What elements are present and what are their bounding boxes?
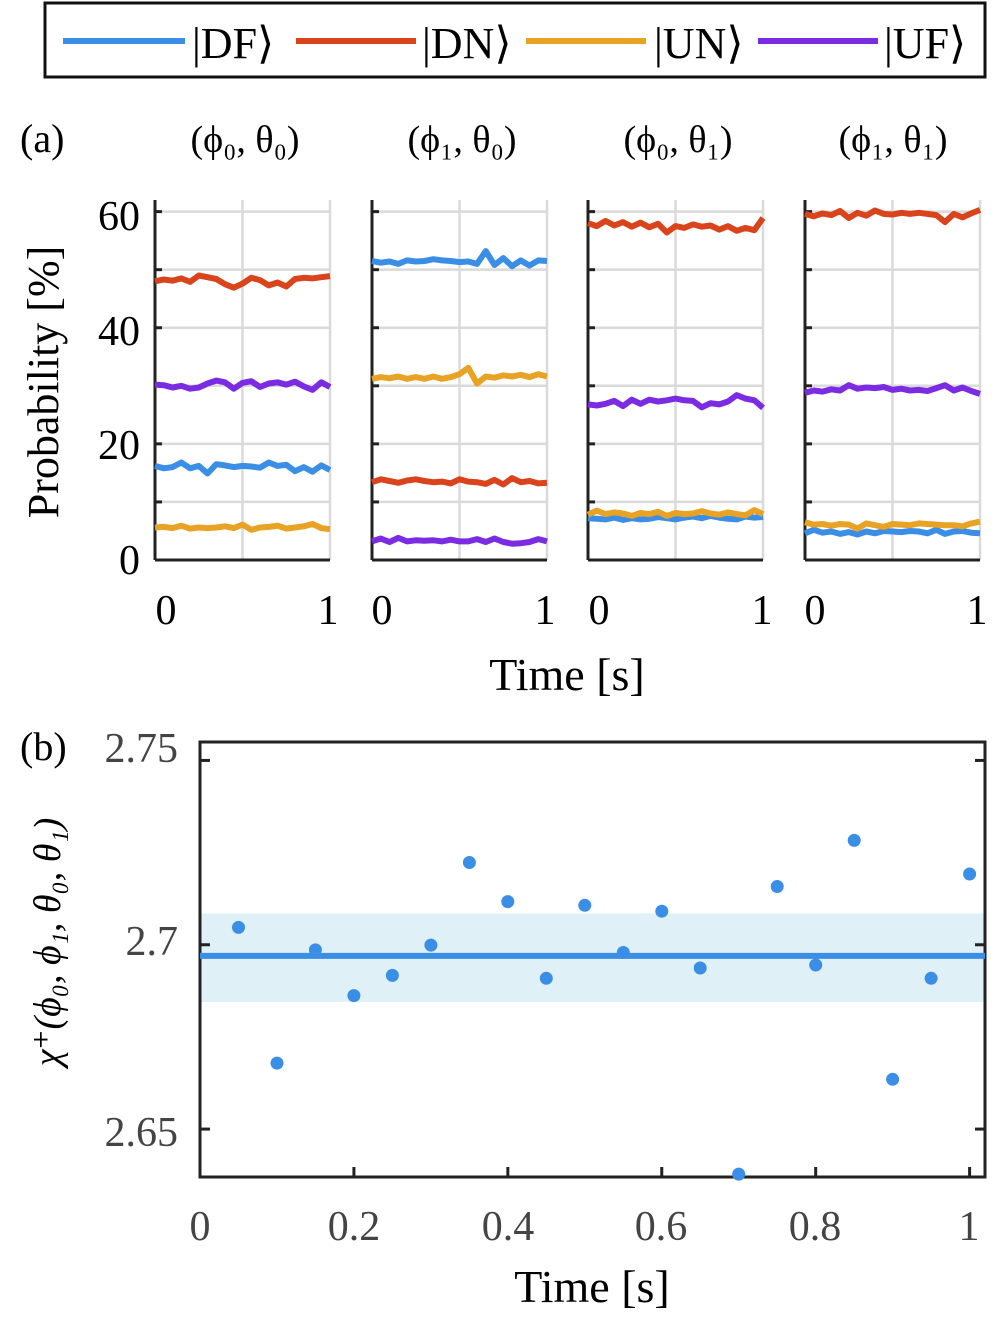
panel-b-ylabel: χ⁺(ϕ₀, ϕ₁, θ₀, θ₁) [27,818,69,1071]
subplot-2-marks [586,200,766,562]
data-point [886,1072,900,1086]
panel-a-ytick-60: 60 [98,194,140,240]
legend-label-df: |DF⟩ [192,19,274,68]
panel-b-xtick-0: 0 [190,1204,211,1250]
plot-frame [198,740,987,1179]
xtick-1: 1 [967,588,988,634]
data-point [616,946,630,959]
panel-b-xtick-02: 0.2 [328,1204,381,1250]
panel-b-xtick-06: 0.6 [635,1204,688,1250]
series-line-uf [587,392,765,411]
subplot-3-marks [803,200,982,562]
series-line-un [804,518,981,532]
legend-label-uf: |UF⟩ [884,19,966,68]
xtick-0: 0 [372,588,393,634]
data-point [462,856,476,869]
data-point [578,898,592,912]
series-line-df [371,248,548,270]
panel-a-label: (a) [20,116,64,161]
series-line-dn [154,272,331,291]
data-point [770,880,784,893]
xtick-1: 1 [752,588,773,634]
panel-a-ytick-0: 0 [119,538,140,584]
data-point [924,971,938,985]
data-point [347,989,361,1003]
subplot-phi1-theta0: (ϕ₁, θ₀) 0 1 [372,119,556,634]
series-line-uf [154,377,332,393]
subplot-1-marks [370,200,549,562]
series-line-dn [371,475,548,488]
series-line-un [154,521,331,533]
panel-a-ytick-40: 40 [98,309,140,355]
subplot-title: (ϕ₁, θ₁) [838,119,947,161]
legend: |DF⟩ |DN⟩ |UN⟩ |UF⟩ [43,1,987,79]
panel-b-ytick-275: 2.75 [105,726,179,772]
series-line-df [803,526,981,538]
data-point [539,971,553,985]
subplot-0-marks [153,200,332,562]
legend-label-dn: |DN⟩ [422,19,512,68]
data-point [424,938,438,952]
data-point [308,943,322,957]
panel-b-xtick-04: 0.4 [482,1204,535,1250]
series-line-un [586,507,765,519]
data-point [501,895,515,909]
data-point [232,920,245,934]
xtick-0: 0 [805,588,826,634]
panel-b-ytick-265: 2.65 [105,1110,179,1156]
panel-a-xlabel: Time [s] [489,649,645,700]
xtick-0: 0 [156,588,177,634]
data-point [732,1167,746,1181]
series-line-uf [371,534,548,547]
panel-b-label: (b) [20,724,67,769]
panel-b-xlabel: Time [s] [514,1261,670,1312]
data-point [963,867,977,881]
subplot-title: (ϕ₀, θ₁) [623,119,732,161]
series-line-un [371,364,548,387]
data-point [847,833,861,847]
panel-b-ytick-27: 2.7 [126,919,179,965]
data-point [693,961,707,975]
data-point [655,904,669,918]
series-line-dn [804,207,982,226]
subplot-phi0-theta1: (ϕ₀, θ₁) 0 1 [589,119,773,634]
series-line-df [587,512,764,523]
series-line-dn [587,216,766,236]
xtick-0: 0 [589,588,610,634]
subplot-phi1-theta1: (ϕ₁, θ₁) 0 1 [805,119,988,634]
panel-a-ylabel: Probability [%] [19,246,68,519]
subplot-title: (ϕ₁, θ₀) [407,119,516,161]
panel-b-plot [198,740,987,1181]
panel-b-xtick-08: 0.8 [789,1204,842,1250]
series-line-df [154,459,332,477]
legend-label-un: |UN⟩ [654,19,744,68]
xtick-1: 1 [318,588,339,634]
panel-a-ytick-20: 20 [98,423,140,469]
xtick-1: 1 [535,588,556,634]
data-point [809,958,823,972]
subplot-title: (ϕ₀, θ₀) [190,119,299,161]
panel-b-xtick-1: 1 [959,1204,980,1250]
subplot-phi0-theta0: (ϕ₀, θ₀) 0 1 [156,119,339,634]
data-point [270,1056,284,1070]
panel-a-plots [153,200,982,562]
series-line-uf [804,382,981,397]
data-point [385,968,399,982]
